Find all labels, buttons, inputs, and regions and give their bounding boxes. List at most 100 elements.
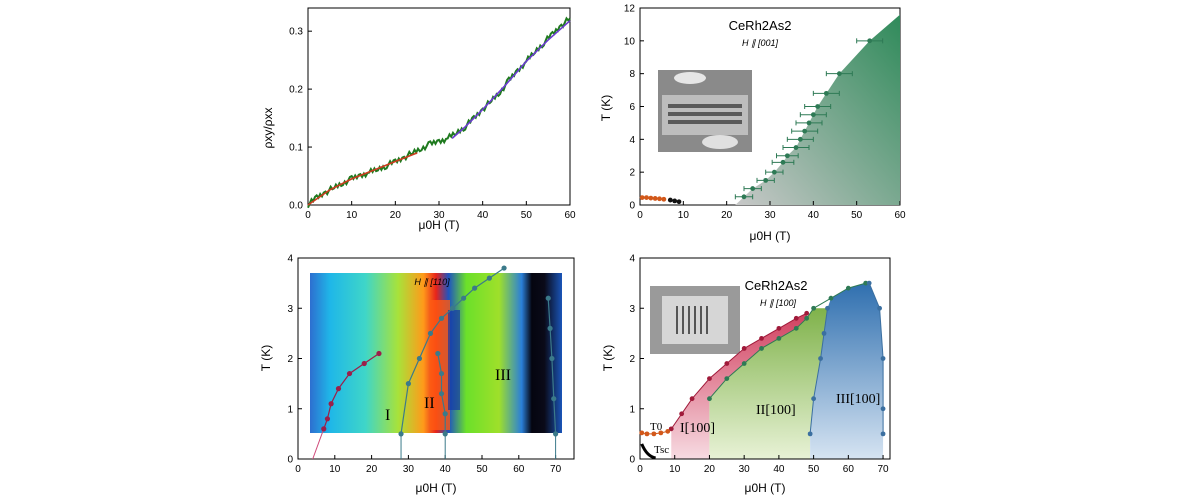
- p2-point-phase-boundary: [806, 120, 812, 126]
- p3-point-boundary-I: [376, 350, 382, 357]
- p4-point-upper-boundary: [776, 325, 782, 331]
- p4-title: CeRh2As2: [745, 278, 808, 293]
- p4-point-II-boundary: [793, 325, 799, 331]
- p4-point-III-left: [818, 356, 823, 361]
- p3-ytick-label: 2: [287, 354, 293, 365]
- p4-xtick-label: 50: [808, 464, 820, 475]
- panel-bottom-left: H ∥ [110] I II III μ0H (T) T (K) 0 10 20 30…: [259, 254, 575, 495]
- p4-point-upper-boundary: [793, 315, 799, 321]
- p4-xlabel: μ0H (T): [745, 481, 786, 495]
- p4-region-I-label: I[100]: [680, 421, 715, 436]
- p1-xlabel: μ0H (T): [419, 218, 460, 232]
- p3-point-boundary-II-III: [501, 265, 507, 271]
- p4-point-T0: [651, 431, 657, 437]
- p1-series-measured: [307, 16, 571, 209]
- p3-xtick-label: 0: [295, 464, 301, 475]
- p3-subtitle: H ∥ [110]: [414, 277, 450, 287]
- p2-point-phase-boundary: [797, 136, 803, 142]
- p4-region-II-label: II[100]: [756, 403, 796, 418]
- p4-ytick-label: 3: [629, 304, 635, 315]
- p2-xtick-label: 40: [808, 210, 820, 221]
- p4-point-III-left: [811, 396, 817, 402]
- p4-x-ticks: 0 10 20 30 40 50 60 70: [637, 455, 889, 475]
- p3-ylabel: T (K): [259, 345, 273, 371]
- p3-xtick-label: 20: [366, 464, 378, 475]
- p2-xtick-label: 50: [851, 210, 863, 221]
- p2-point-phase-boundary: [780, 159, 786, 165]
- p4-ylabel: T (K): [601, 345, 615, 371]
- p3-y-ticks: 0 1 2 3 4: [287, 254, 302, 466]
- p4-T0-label: T0: [650, 421, 663, 433]
- p3-point-boundary-high: [549, 355, 555, 362]
- p3-ytick-label: 0: [287, 455, 293, 466]
- p4-xtick-label: 30: [739, 464, 751, 475]
- p2-xtick-label: 10: [678, 210, 690, 221]
- p1-series-group: [307, 16, 571, 209]
- p2-ytick-label: 10: [624, 36, 636, 47]
- p3-point-boundary-I: [328, 401, 334, 407]
- p4-xtick-label: 20: [704, 464, 716, 475]
- p3-point-boundary-II-right: [442, 411, 448, 417]
- p1-xtick-label: 50: [521, 210, 533, 221]
- p2-point-phase-boundary: [763, 177, 769, 183]
- p3-xtick-label: 30: [403, 464, 415, 475]
- p2-y-ticks: 0 2 4 6 8 10 12: [624, 4, 644, 212]
- p2-xtick-label: 20: [721, 210, 733, 221]
- p3-point-boundary-I: [321, 426, 327, 432]
- p4-point-T0: [665, 428, 671, 434]
- p3-point-boundary-high: [545, 295, 551, 301]
- p1-xtick-label: 20: [390, 210, 402, 221]
- p3-region-III: III: [495, 367, 511, 384]
- p2-point-Tsc: [676, 199, 682, 205]
- p3-point-boundary-high: [551, 396, 557, 402]
- p2-point-phase-boundary: [771, 169, 777, 175]
- p3-xtick-label: 10: [329, 464, 341, 475]
- p1-x-ticks: 0 10 20 30 40 50 60: [305, 201, 576, 221]
- p1-series-fit-low: [307, 152, 418, 206]
- p3-ytick-label: 1: [287, 404, 293, 415]
- p3-point-boundary-II-III: [398, 431, 404, 437]
- p4-point-T0: [639, 430, 645, 436]
- p4-point-II-boundary: [828, 295, 834, 301]
- p2-point-phase-boundary: [823, 90, 829, 96]
- p2-ytick-label: 6: [629, 102, 635, 113]
- p4-point-III-right: [880, 406, 886, 412]
- p4-point-III-right: [880, 431, 886, 437]
- p4-point-II-boundary: [804, 315, 810, 321]
- panel-top-left: μ0H (T) ρxy/ρxx 0 10 20 30 40 50 60 0.00.10.20…: [261, 7, 576, 232]
- p4-xtick-label: 10: [669, 464, 681, 475]
- p2-point-T0: [652, 196, 658, 201]
- p4-Tsc-label: Tsc: [654, 444, 669, 456]
- p4-point-III-right: [877, 305, 882, 311]
- p3-x-ticks: 0 10 20 30 40 50 60 70: [295, 455, 562, 475]
- p4-region-I-fill: [671, 313, 807, 459]
- p4-point-upper-boundary: [724, 361, 730, 366]
- p4-series-group: [639, 280, 886, 460]
- p4-line-upper-boundary: [670, 312, 807, 430]
- p1-ylabel: ρxy/ρxx: [261, 108, 275, 149]
- p2-point-Tsc: [667, 197, 673, 203]
- p4-point-II-boundary: [759, 346, 764, 351]
- p2-point-T0: [644, 195, 649, 201]
- p3-point-boundary-high: [547, 325, 553, 331]
- p4-point-II-boundary: [811, 305, 817, 311]
- p3-point-boundary-II-III: [461, 295, 467, 301]
- p4-point-III-left: [807, 431, 813, 437]
- p3-xtick-label: 50: [476, 464, 488, 475]
- p1-ytick-label: 0.1: [289, 143, 303, 154]
- p2-point-phase-boundary: [750, 186, 756, 191]
- p2-point-phase-boundary: [810, 112, 816, 118]
- p3-point-boundary-I: [324, 416, 331, 422]
- p4-xtick-label: 40: [773, 464, 785, 475]
- p2-subtitle: H ∥ [001]: [742, 38, 779, 48]
- panel-top-right: CeRh2As2 H ∥ [001] μ0H (T) T (K) 0 10 20 30…: [599, 4, 906, 244]
- p3-heatmap-coldspot: [448, 310, 460, 410]
- p2-point-phase-boundary: [741, 194, 747, 200]
- p1-xtick-label: 10: [346, 210, 358, 221]
- p4-point-upper-boundary: [668, 426, 674, 432]
- p2-point-phase-boundary: [784, 153, 790, 159]
- p4-point-III-left: [821, 330, 827, 336]
- p3-point-boundary-II-right: [438, 370, 445, 377]
- p4-region-III-label: III[100]: [836, 392, 880, 407]
